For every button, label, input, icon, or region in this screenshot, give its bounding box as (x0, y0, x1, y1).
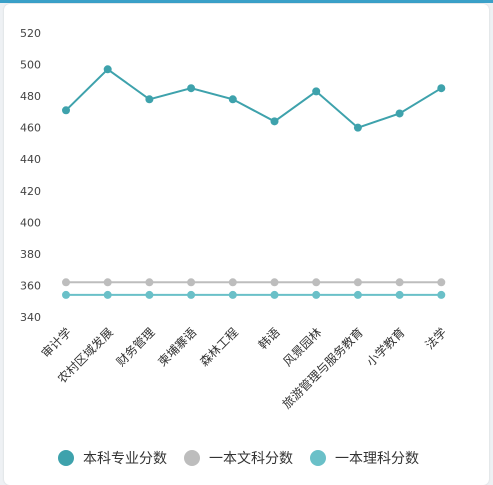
data-point-1-9 (437, 278, 446, 287)
legend-marker-2 (310, 450, 326, 466)
series-lines (65, 67, 442, 296)
x-category-label: 森林工程 (196, 325, 241, 370)
y-tick-label: 420 (20, 185, 41, 198)
y-tick-label: 520 (20, 27, 41, 40)
data-point-1-8 (395, 278, 404, 287)
data-point-0-0 (62, 106, 70, 115)
y-tick-label: 480 (20, 90, 41, 103)
data-point-0-4 (228, 95, 237, 104)
data-point-1-1 (103, 278, 112, 287)
data-point-2-7 (353, 290, 362, 299)
x-category-label: 审计学 (38, 325, 74, 361)
data-point-2-8 (395, 290, 404, 299)
legend-label-0: 本科专业分数 (83, 451, 167, 467)
data-point-1-2 (145, 278, 154, 287)
data-point-2-9 (437, 290, 446, 299)
x-category-label: 小学教育 (363, 325, 408, 370)
data-point-0-1 (103, 65, 112, 74)
legend-item-0[interactable]: 本科专业分数 (58, 450, 167, 467)
data-point-0-3 (187, 84, 196, 93)
data-point-1-5 (270, 278, 279, 287)
series-line-0 (65, 67, 442, 129)
data-point-2-6 (312, 290, 321, 299)
data-point-1-7 (353, 278, 362, 287)
legend-item-1[interactable]: 一本文科分数 (184, 450, 293, 467)
data-point-0-6 (312, 87, 321, 96)
legend[interactable]: 本科专业分数 一本文科分数 一本理科分数 (58, 450, 419, 467)
data-point-2-1 (103, 290, 112, 299)
legend-label-1: 一本文科分数 (209, 451, 293, 467)
x-category-label: 柬埔寨语 (155, 325, 200, 370)
x-category-label: 法学 (422, 325, 450, 353)
data-point-0-7 (353, 123, 362, 132)
top-accent-bar (0, 0, 493, 3)
data-point-0-5 (270, 117, 279, 126)
x-category-label: 旅游管理与服务教育 (279, 325, 366, 412)
y-tick-label: 340 (20, 311, 41, 324)
data-point-2-0 (62, 290, 70, 299)
data-point-0-2 (145, 95, 154, 104)
legend-marker-0 (58, 450, 74, 466)
data-point-1-0 (62, 278, 70, 287)
series-points (62, 65, 446, 299)
data-point-0-9 (437, 84, 446, 93)
y-tick-label: 380 (20, 248, 41, 261)
data-point-1-3 (187, 278, 196, 287)
y-tick-label: 460 (20, 122, 41, 135)
data-point-1-4 (228, 278, 237, 287)
x-category-label: 财务管理 (113, 325, 158, 370)
y-axis: 340 360 380 400 420 440 460 480 500 520 (20, 27, 41, 324)
legend-marker-1 (184, 450, 200, 466)
y-tick-label: 400 (20, 216, 41, 229)
chart-card (4, 4, 489, 485)
data-point-1-6 (312, 278, 321, 287)
data-point-2-5 (270, 290, 279, 299)
x-category-label: 韩语 (255, 325, 283, 353)
legend-item-2[interactable]: 一本理科分数 (310, 450, 419, 467)
data-point-2-2 (145, 290, 154, 299)
data-point-0-8 (395, 109, 404, 118)
y-tick-label: 440 (20, 153, 41, 166)
y-tick-label: 500 (20, 59, 41, 72)
data-point-2-4 (228, 290, 237, 299)
data-point-2-3 (187, 290, 196, 299)
legend-label-2: 一本理科分数 (335, 451, 419, 467)
y-tick-label: 360 (20, 279, 41, 292)
